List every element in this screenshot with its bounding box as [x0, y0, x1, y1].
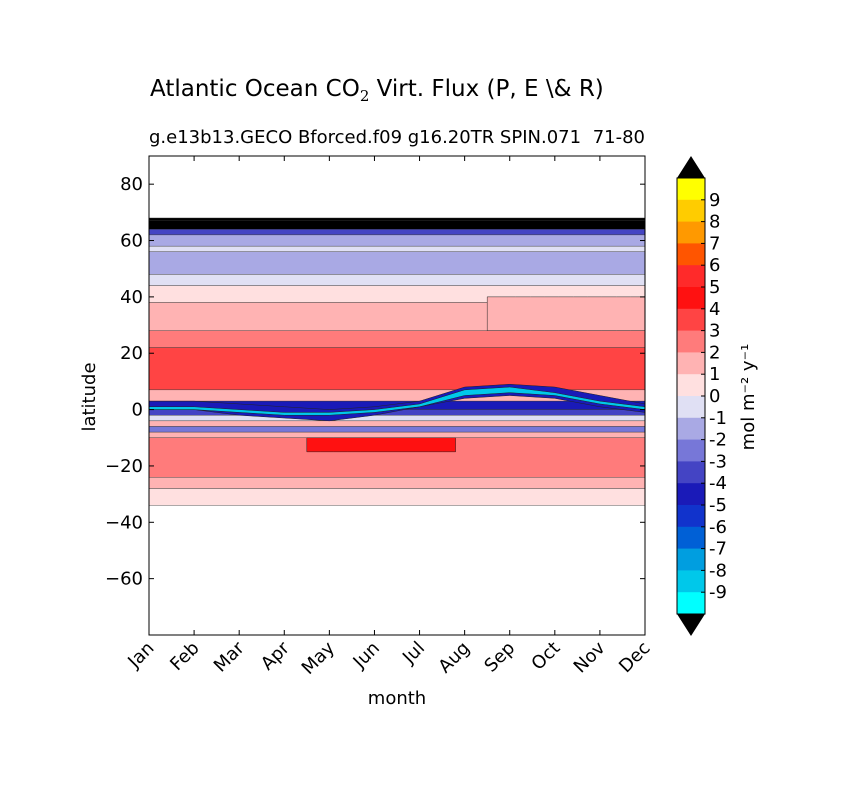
colorbar-tick-label: -9	[709, 582, 727, 603]
colorbar-tick-label: -2	[709, 430, 727, 451]
x-tick-label: Nov	[570, 637, 610, 677]
plot-clip-group	[149, 156, 645, 635]
contour-tropical-max	[306, 437, 456, 453]
colorbar-swatch	[677, 570, 705, 593]
colorbar-tick-label: 3	[709, 321, 720, 342]
contour-band-0	[149, 217, 645, 222]
contour-band-10	[149, 347, 645, 391]
colorbar-swatch	[677, 461, 705, 484]
colorbar-swatch	[677, 592, 705, 615]
colorbar-swatch	[677, 308, 705, 332]
colorbar-tick-label: 6	[709, 255, 720, 276]
plot-area	[148, 155, 646, 636]
colorbar-label: mol m⁻² y⁻¹	[738, 344, 759, 451]
x-tick-label: Apr	[257, 637, 294, 674]
y-tick-label: 40	[120, 287, 143, 308]
colorbar-tick-label: -5	[709, 495, 727, 516]
colorbar-tick-label: 0	[709, 386, 720, 407]
x-axis-label: month	[368, 688, 426, 709]
colorbar-swatch	[677, 221, 705, 244]
colorbar-swatch	[677, 439, 705, 462]
contour-band-15	[149, 420, 645, 427]
contour-band-9	[149, 330, 645, 348]
contour-band-20	[149, 488, 645, 506]
x-tick-label: Jul	[398, 638, 429, 669]
colorbar-swatch	[677, 178, 705, 201]
contour-band-17	[149, 431, 645, 438]
y-tick-label: 60	[120, 231, 143, 252]
plot-frame	[148, 155, 646, 636]
y-tick-label: −20	[105, 456, 143, 477]
colorbar-swatch	[677, 352, 705, 375]
colorbar-tick-label: 8	[709, 212, 720, 233]
contour-band-5	[149, 251, 645, 275]
colorbar-swatch	[677, 243, 705, 266]
y-tick-label: 20	[120, 343, 143, 364]
contour-north-subtropic-2	[486, 296, 645, 331]
colorbar-tick-label: -8	[709, 560, 727, 581]
contour-band-19	[149, 477, 645, 489]
chart-subtitle-right: 71-80	[592, 127, 645, 148]
colorbar-tick-label: -6	[709, 517, 727, 538]
contour-itcz-core	[149, 386, 645, 416]
chart-title: Atlantic Ocean CO2 Virt. Flux (P, E \& R…	[150, 76, 604, 105]
colorbar-swatch	[677, 265, 705, 288]
colorbar-swatch	[677, 330, 705, 353]
colorbar-swatch	[677, 199, 705, 223]
colorbar-tick-label: 2	[709, 342, 720, 363]
colorbar-over-arrow	[677, 156, 705, 178]
contour-band-6	[149, 274, 645, 286]
x-tick-label: Jun	[349, 638, 384, 673]
colorbar-swatch	[677, 526, 705, 550]
colorbar-swatch	[677, 548, 705, 571]
contour-band-14	[149, 415, 645, 422]
contour-band-2	[149, 229, 645, 236]
contour-band-1	[149, 220, 645, 230]
colorbar-under-arrow	[677, 614, 705, 636]
chart-subtitle: g.e13b13.GECO Bforced.f09 g16.20TR SPIN.…	[149, 127, 582, 148]
colorbar-swatch	[677, 417, 705, 441]
colorbar-swatch	[677, 287, 705, 310]
x-tick-label: Jan	[123, 638, 158, 673]
x-tick-label: Oct	[527, 638, 564, 675]
contour-band-16	[149, 426, 645, 433]
colorbar-tick-label: -7	[709, 539, 727, 560]
colorbar-tick-label: 4	[709, 299, 720, 320]
colorbar-swatch	[677, 374, 705, 397]
colorbar-tick-label: -4	[709, 473, 727, 494]
x-tick-label: Feb	[166, 638, 203, 675]
contour-band-4	[149, 245, 645, 252]
colorbar-tick-label: 7	[709, 233, 720, 254]
colorbar-swatch	[677, 396, 705, 419]
y-tick-label: −40	[105, 512, 143, 533]
colorbar-swatch	[677, 483, 705, 506]
x-tick-label: May	[298, 637, 339, 678]
colorbar-tick-label: -3	[709, 451, 727, 472]
y-axis: 80 60 40 20 0 −20 −40 −60	[105, 174, 645, 590]
colorbar-tick-label: 9	[709, 190, 720, 211]
contour-band-3	[149, 234, 645, 247]
x-tick-label: Sep	[480, 638, 519, 677]
y-tick-label: 0	[132, 400, 143, 421]
y-tick-label: 80	[120, 174, 143, 195]
colorbar-tick-label: 1	[709, 364, 720, 385]
x-tick-label: Dec	[615, 638, 654, 677]
colorbar-tick-label: -1	[709, 408, 727, 429]
colorbar-swatch	[677, 505, 705, 528]
x-tick-label: Aug	[434, 638, 474, 678]
colorbar-tick-label: 5	[709, 277, 720, 298]
y-tick-label: −60	[105, 569, 143, 590]
y-axis-label: latitude	[79, 362, 100, 431]
x-tick-label: Mar	[210, 637, 249, 676]
